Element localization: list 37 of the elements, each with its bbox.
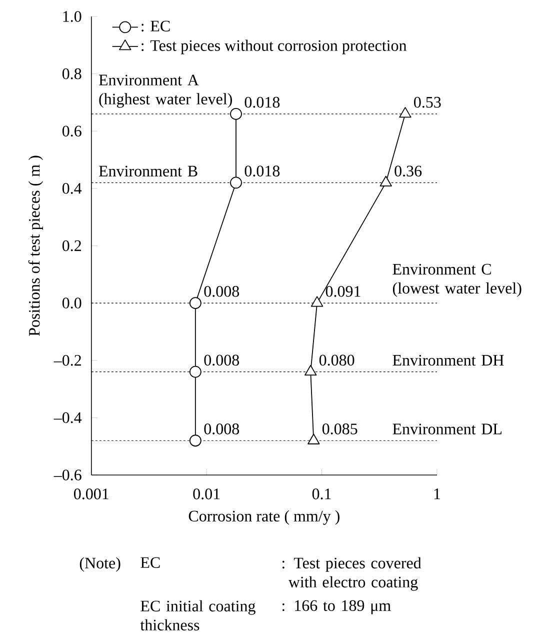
annotation: 0.018 <box>244 96 280 108</box>
y-tick-label: –0.6 <box>54 470 82 480</box>
annotation: 0.018 <box>244 166 280 177</box>
y-tick-label: 0.0 <box>62 298 82 308</box>
annotation: 0.091 <box>326 286 360 297</box>
text: EC initial coating thickness <box>140 600 256 630</box>
text: : 166 to 189 μm <box>282 600 391 614</box>
y-tick-label: 0.6 <box>62 126 82 137</box>
annotation: 0.008 <box>204 354 240 366</box>
legend-label: : Test pieces without corrosion protection <box>142 40 407 54</box>
annotation: 0.085 <box>322 424 358 434</box>
x-tick-label: 0.1 <box>312 488 331 500</box>
annotation: 0.008 <box>204 286 240 297</box>
ref-line-label: Environment DH <box>392 354 504 366</box>
y-tick-label: 1.0 <box>63 11 82 22</box>
x-tick-label: 0.001 <box>74 488 108 500</box>
ref-line-label: Environment DL <box>392 424 502 434</box>
ref-line-label: Environment A (highest water level) <box>98 74 232 108</box>
ref-line-label: Environment B <box>98 166 198 177</box>
y-tick-label: –0.4 <box>54 412 82 424</box>
ref-line-label: Environment C (lowest water level) <box>392 264 522 297</box>
annotation: 0.080 <box>319 354 354 366</box>
y-tick-label: 0.8 <box>62 68 82 80</box>
y-tick-label: –0.2 <box>54 354 81 366</box>
x-tick-label: 1 <box>434 488 440 500</box>
annotation: 0.36 <box>394 166 422 177</box>
y-axis-title: Positions of test pieces ( m ) <box>28 156 43 336</box>
x-axis-title: Corrosion rate ( mm/y ) <box>188 510 340 525</box>
annotation: 0.008 <box>204 424 240 434</box>
text: (Note) <box>80 557 120 572</box>
annotation: 0.53 <box>414 96 441 108</box>
text: EC <box>140 557 160 568</box>
y-tick-label: 0.2 <box>62 240 81 252</box>
y-tick-label: 0.4 <box>62 183 82 194</box>
legend-label: : EC <box>142 20 170 32</box>
x-tick-label: 0.01 <box>193 488 220 500</box>
text: : Test pieces covered with electro coating <box>282 557 422 591</box>
